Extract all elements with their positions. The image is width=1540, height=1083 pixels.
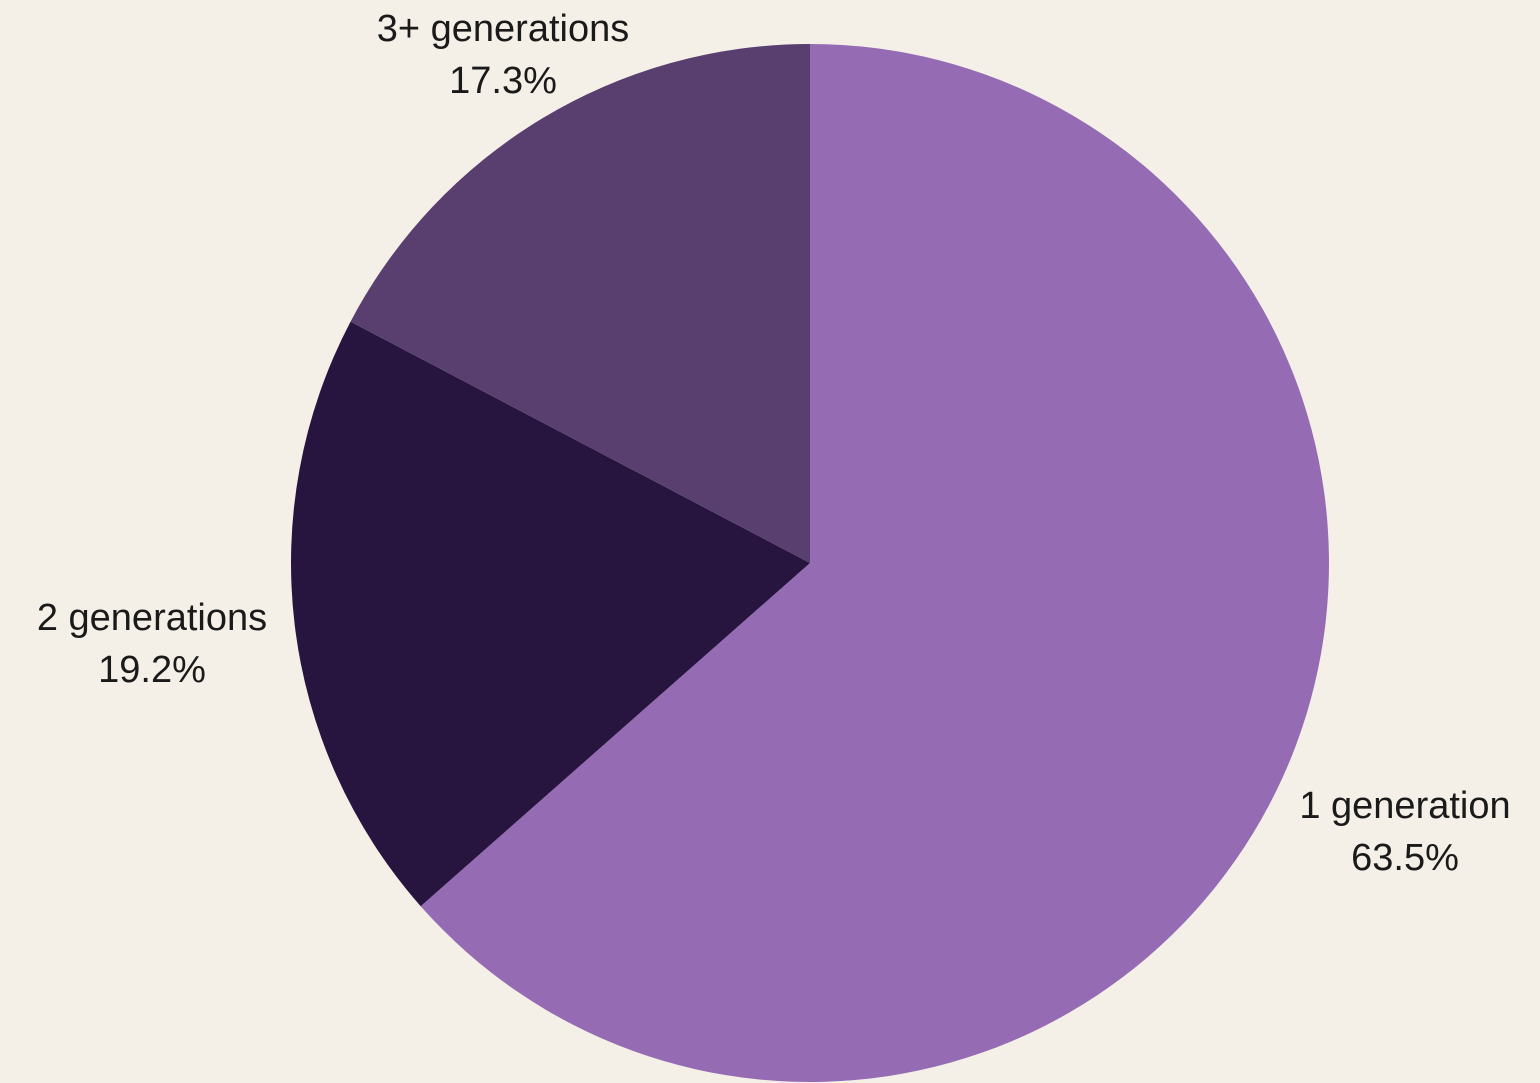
slice-label-2: 2 generations 19.2%	[37, 597, 267, 691]
slice-name: 2 generations	[37, 597, 267, 639]
slice-name: 1 generation	[1299, 785, 1510, 827]
pie-slice-2	[290, 321, 810, 907]
slice-name: 3+ generations	[377, 8, 629, 50]
pie-slice-1	[420, 44, 1329, 1082]
slice-label-1: 1 generation 63.5%	[1299, 785, 1510, 879]
slice-value: 17.3%	[449, 60, 557, 102]
pie-slice-3	[350, 44, 810, 563]
slice-value: 19.2%	[98, 649, 206, 691]
slice-value: 63.5%	[1351, 837, 1459, 879]
slice-label-3: 3+ generations 17.3%	[377, 8, 629, 102]
pie-labels: 1 generation 63.5% 2 generations 19.2% 3+ ge…	[37, 8, 1511, 879]
pie-slices	[290, 44, 1329, 1082]
